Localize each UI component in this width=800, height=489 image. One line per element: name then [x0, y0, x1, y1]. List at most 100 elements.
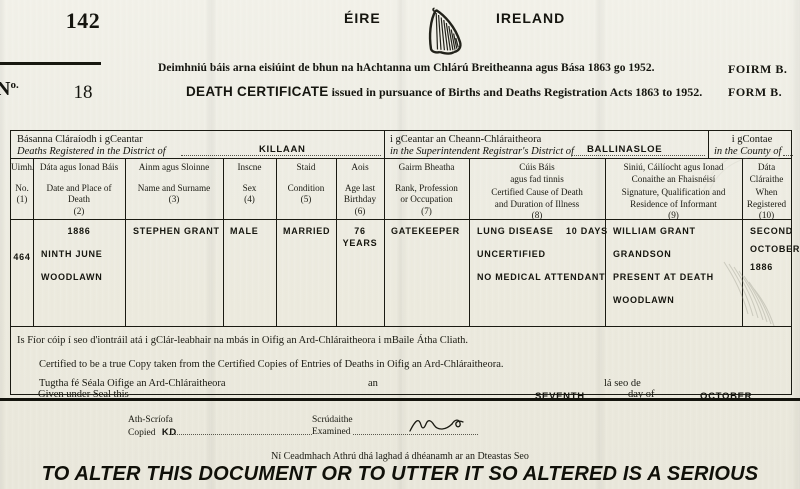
column-header-cause: Cúis Báis agus fad tinnis Certified Caus…	[469, 162, 605, 222]
district-registered-value[interactable]: KILLAAN	[259, 144, 306, 155]
col-4-en: Sex	[242, 182, 257, 193]
entry-registered-year[interactable]: 1886	[750, 262, 774, 272]
district-superintendent-label-english: in the Superintendent Registrar's Distri…	[390, 146, 574, 158]
given-under-seal-label: Given under Seal this	[38, 389, 129, 400]
entry-informant-presence[interactable]: PRESENT AT DEATH	[613, 272, 714, 282]
district-rule-2	[708, 131, 709, 158]
day-of-label: day of	[628, 389, 655, 400]
table-rule-header	[11, 219, 791, 220]
examined-fill-rule	[353, 434, 478, 435]
death-certificate-title: DEATH CERTIFICATE	[186, 84, 329, 99]
district-registered-label-irish: Básanna Cláraíodh i gCeantar	[17, 134, 143, 145]
entry-date-year[interactable]: 1886	[67, 226, 91, 236]
col-3-en: Name and Surname	[137, 182, 211, 193]
col-5-num: (5)	[300, 194, 312, 204]
table-col-rule-4	[276, 158, 277, 326]
subtitle-english: DEATH CERTIFICATE issued in pursuance of…	[186, 84, 702, 100]
col-10-num: (10)	[758, 210, 775, 220]
table-col-rule-8	[605, 158, 606, 326]
district-row: Básanna Cláraíodh i gCeantar Deaths Regi…	[11, 131, 793, 159]
given-month-value[interactable]: OCTOBER	[700, 391, 753, 402]
col-1-ga: Uimh.	[11, 162, 35, 172]
examined-block: Scrúdaithe Examined	[312, 415, 353, 439]
district-superintendent-value[interactable]: BALLINASLOE	[587, 144, 663, 155]
col-10-ga: Dáta Cláraithe	[749, 162, 784, 184]
number-label: No.	[0, 78, 19, 100]
column-header-condition: Staid Condition (5)	[276, 162, 336, 206]
entry-cause-primary[interactable]: LUNG DISEASE	[477, 226, 554, 236]
col-4-num: (4)	[244, 194, 255, 204]
entry-cause-uncertified[interactable]: UNCERTIFIED	[477, 249, 546, 259]
district-rule-1	[384, 131, 385, 158]
entry-occupation[interactable]: GATEKEEPER	[391, 226, 460, 236]
col-1-num: (1)	[16, 194, 28, 204]
column-header-informant: Siniú, Cáilíocht agus Ionad Conaithe an …	[605, 162, 742, 222]
column-header-no: Uimh. No. (1)	[11, 162, 35, 206]
table-col-rule-2	[125, 158, 126, 326]
district-registered-label-english: Deaths Registered in the District of	[17, 146, 166, 158]
col-7-num: (7)	[421, 205, 432, 216]
register-table: Básanna Cláraíodh i gCeantar Deaths Regi…	[10, 130, 799, 395]
district-registered-fill-rule	[181, 155, 381, 156]
col-2-ga: Dáta agus Ionad Báis	[39, 162, 119, 172]
entry-registered-day[interactable]: SECOND	[750, 226, 794, 236]
examiner-signature-mark	[409, 419, 464, 432]
column-header-registered: Dáta Cláraithe When Registered (10)	[742, 162, 791, 222]
column-header-age: Aois Age last Birthday (6)	[336, 162, 384, 217]
col-3-num: (3)	[168, 194, 180, 204]
alteration-warning-irish: Ní Ceadmhach Athrú dhá laghad á dhéanamh…	[271, 451, 529, 462]
table-col-rule-9	[742, 158, 743, 326]
country-name-irish: ÉIRE	[344, 10, 381, 26]
col-7-ga: Gairm Bheatha	[398, 162, 455, 172]
form-label-english: FORM B.	[728, 85, 783, 99]
subtitle-english-rest: issued in pursuance of Births and Deaths…	[331, 85, 703, 99]
entry-informant-relation[interactable]: GRANDSON	[613, 249, 672, 259]
column-header-date-place: Dáta agus Ionad Báis Date and Place of D…	[33, 162, 125, 217]
entry-informant-residence[interactable]: WOODLAWN	[613, 295, 675, 305]
examined-label-irish: Scrúdaithe	[312, 415, 353, 425]
entry-date-day[interactable]: NINTH JUNE	[41, 249, 103, 259]
district-superintendent-block: i gCeantar an Cheann-Chláraitheora in th…	[390, 134, 574, 159]
examined-label-english: Examined	[312, 426, 351, 437]
entry-name[interactable]: STEPHEN GRANT	[133, 226, 220, 236]
entry-sex[interactable]: MALE	[230, 226, 259, 236]
page-number: 142	[65, 8, 101, 33]
col-8-num: (8)	[531, 210, 543, 220]
irish-harp-icon	[428, 7, 462, 55]
table-col-rule-1	[33, 158, 34, 326]
given-day-value[interactable]: SEVENTH	[535, 391, 585, 402]
col-1-en: No.	[15, 182, 29, 193]
table-rule-entry	[11, 326, 791, 327]
copied-value[interactable]: KD	[161, 426, 177, 438]
col-9-num: (9)	[668, 210, 679, 220]
entry-condition[interactable]: MARRIED	[283, 226, 331, 236]
table-col-rule-6	[384, 158, 385, 326]
alteration-warning-english: TO ALTER THIS DOCUMENT OR TO UTTER IT SO…	[41, 463, 759, 489]
entry-informant-name[interactable]: WILLIAM GRANT	[613, 226, 696, 236]
table-col-rule-3	[223, 158, 224, 326]
certification-line-english: Certified to be a true Copy taken from t…	[39, 359, 504, 370]
entry-age-unit[interactable]: YEARS	[342, 238, 378, 248]
col-6-en: Age last Birthday	[343, 182, 377, 205]
table-rule-district	[11, 158, 791, 159]
entry-cause-attendant[interactable]: NO MEDICAL ATTENDANT	[477, 272, 606, 282]
district-superintendent-fill-rule	[571, 155, 705, 156]
seal-line-irish-la: lá seo de	[604, 378, 641, 389]
col-2-en: Date and Place of Death	[46, 182, 112, 205]
seal-line-irish: Tugtha fé Séala Oifige an Ard-Chláraithe…	[39, 378, 226, 389]
entry-cause-duration[interactable]: 10 DAYS	[566, 226, 608, 236]
subtitle-irish: Deimhniú báis arna eisiúint de bhun na h…	[158, 62, 655, 74]
copied-block: Ath-Scríofa Copied KD	[128, 415, 176, 440]
entry-no[interactable]: 464	[13, 252, 31, 262]
district-registered-block: Básanna Cláraíodh i gCeantar Deaths Regi…	[17, 134, 166, 159]
col-6-ga: Aois	[351, 162, 369, 172]
entry-place[interactable]: WOODLAWN	[41, 272, 103, 282]
country-name-english: IRELAND	[496, 10, 566, 26]
certificate-number: 18	[73, 82, 93, 103]
district-county-fill-rule	[783, 155, 793, 156]
column-header-name: Ainm agus Sloinne Name and Surname (3)	[125, 162, 223, 206]
col-10-en: When Registered	[746, 187, 787, 209]
entry-age-number[interactable]: 76	[354, 226, 366, 236]
entry-registered-month[interactable]: OCTOBER	[750, 244, 800, 254]
